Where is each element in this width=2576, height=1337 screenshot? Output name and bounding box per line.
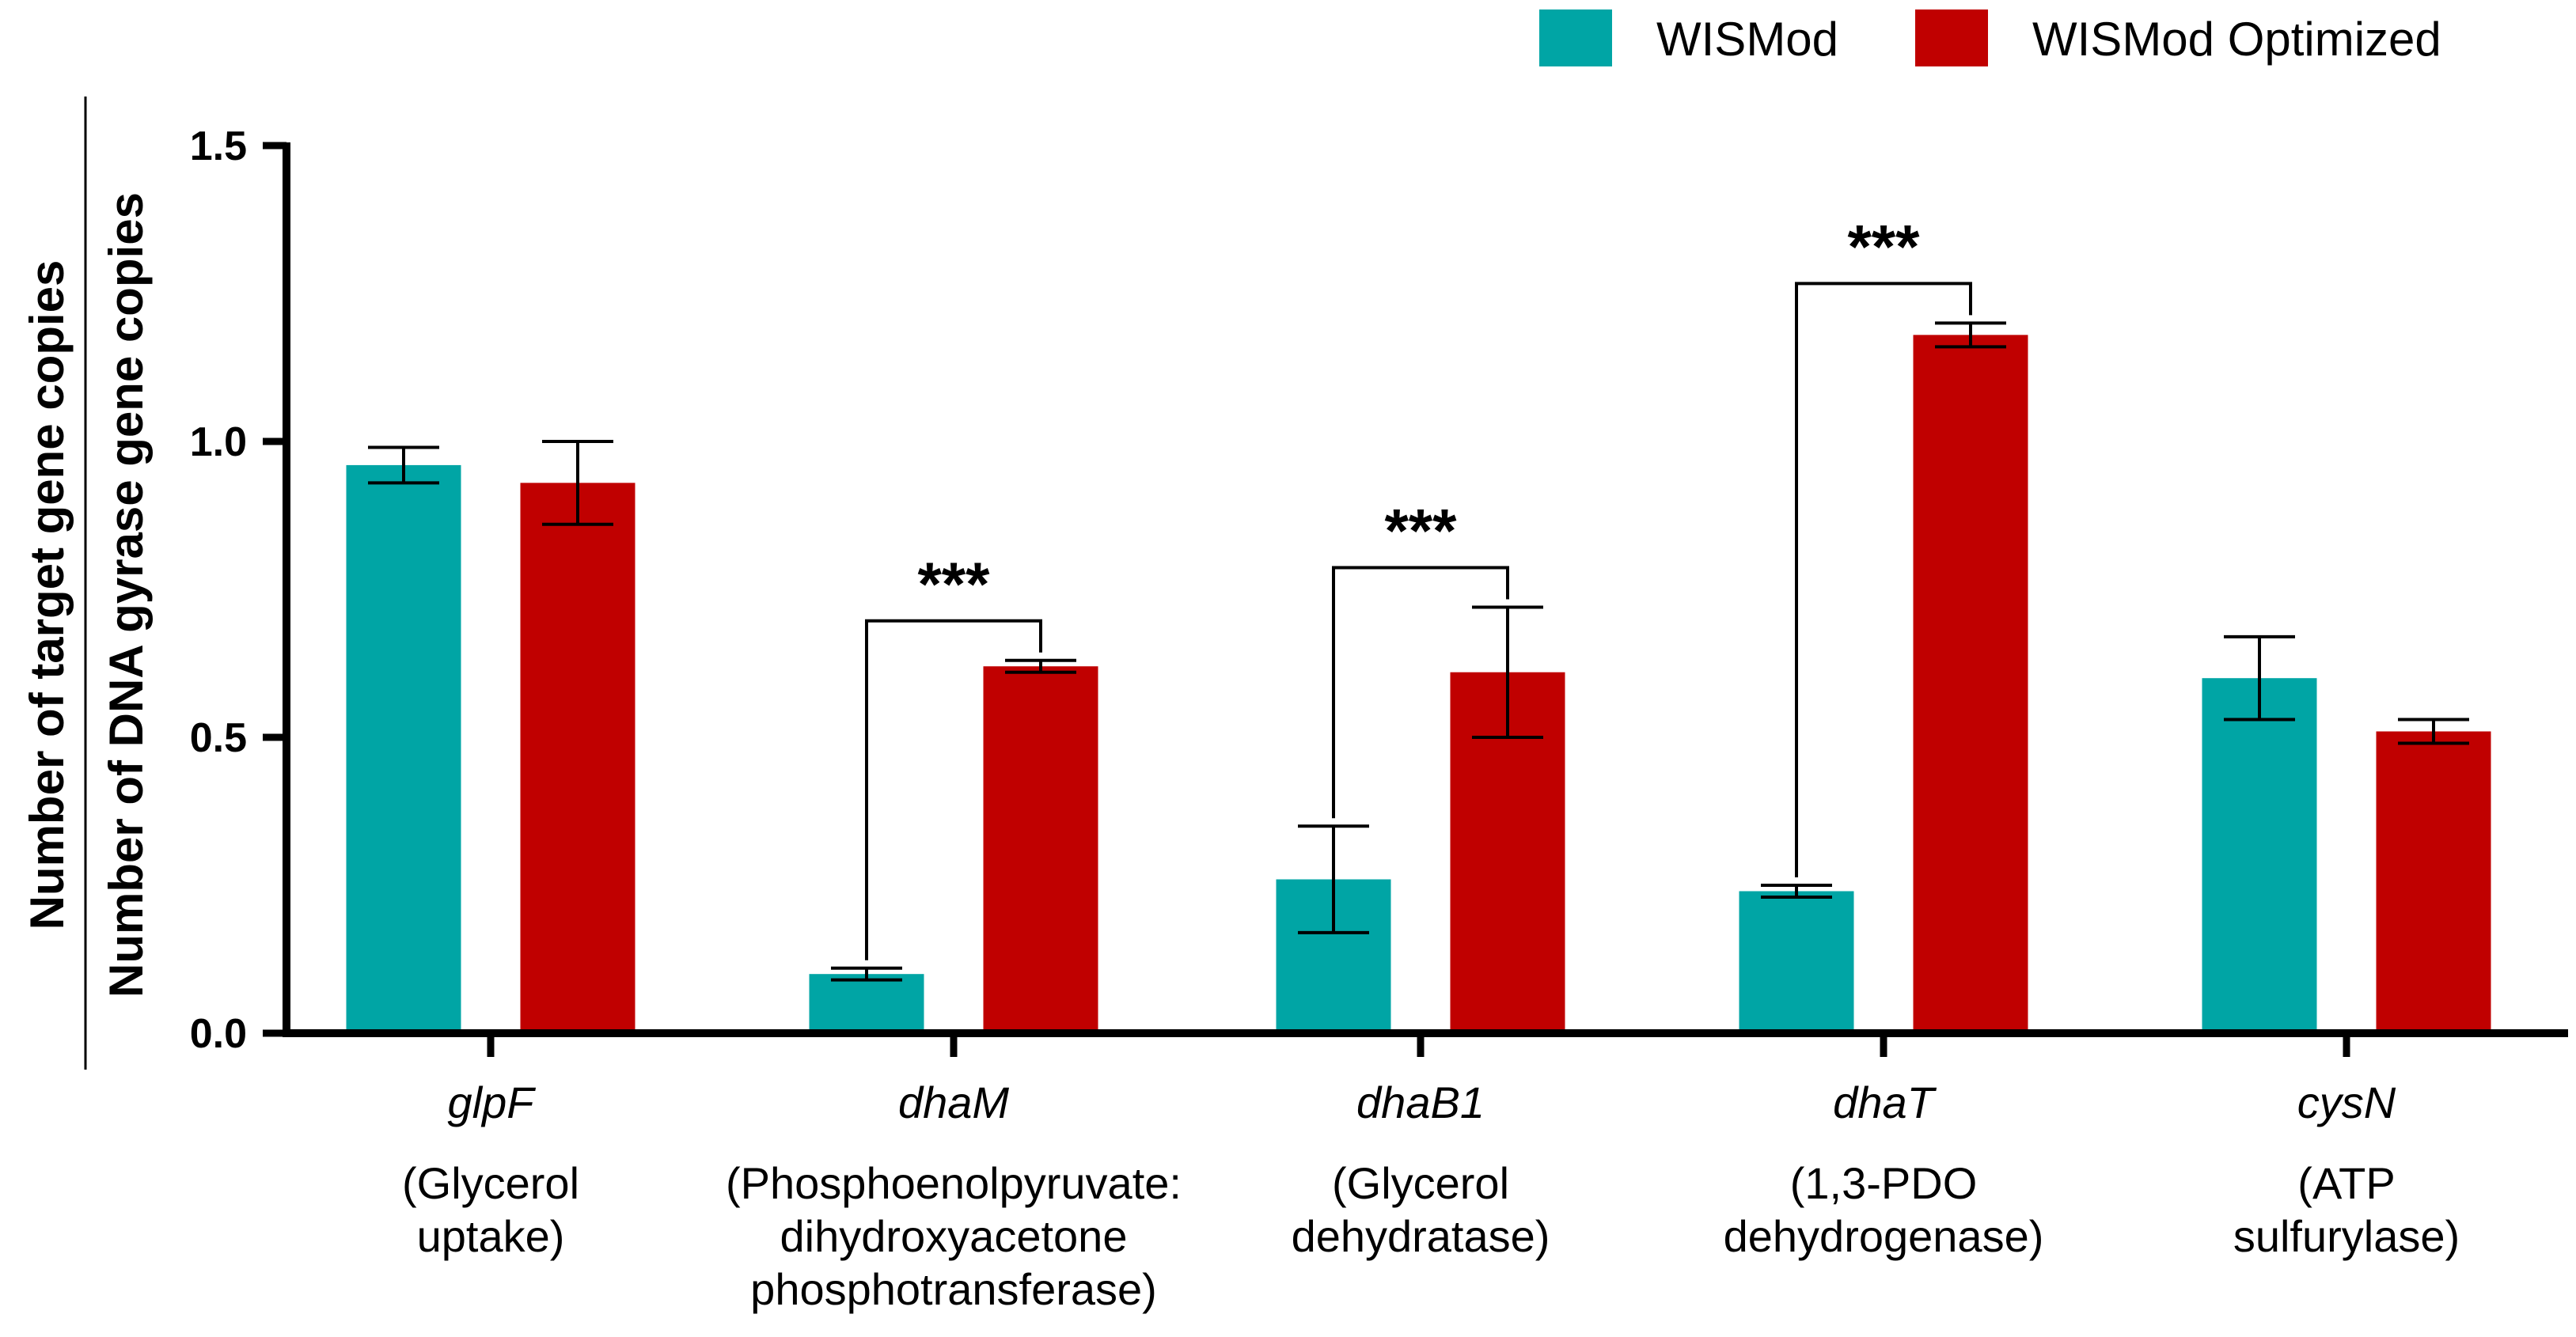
bar (1739, 891, 1854, 1033)
x-tick-label-gene: dhaT (1833, 1078, 1937, 1127)
legend-label: WISMod (1656, 13, 1838, 66)
legend: WISMod WISMod Optimized (1539, 9, 2441, 66)
legend-swatch (1915, 9, 1988, 66)
significance-label: *** (1384, 495, 1457, 565)
x-tick-label-description: (ATP (2297, 1158, 2395, 1208)
y-axis: 0.0 0.5 1.0 1.5 (190, 123, 290, 1057)
y-axis-label-denominator: Number of DNA gyrase gene copies (100, 192, 153, 998)
x-tick-label-description: dehydratase) (1292, 1211, 1550, 1261)
legend-swatch (1539, 9, 1612, 66)
bar (809, 974, 924, 1033)
x-tick-label-gene: cysN (2297, 1078, 2396, 1127)
x-tick-label-description: phosphotransferase) (750, 1264, 1157, 1314)
legend-label: WISMod Optimized (2032, 13, 2441, 66)
significance-label: *** (1847, 211, 1920, 281)
bar (1913, 335, 2028, 1033)
error-bars (368, 321, 2469, 982)
bars (346, 335, 2491, 1033)
x-tick-label-description: (Phosphoenolpyruvate: (726, 1158, 1182, 1208)
x-tick-label-gene: dhaB1 (1356, 1078, 1485, 1127)
y-tick-label: 0.0 (190, 1011, 247, 1057)
y-axis-label-numerator: Number of target gene copies (21, 260, 74, 930)
x-tick-label-description: (Glycerol (402, 1158, 579, 1208)
significance-bracket (1332, 566, 1509, 819)
y-tick-label: 1.0 (190, 419, 247, 465)
bar (346, 464, 461, 1033)
x-tick-label-description: sulfurylase) (2233, 1211, 2460, 1261)
bar (983, 666, 1098, 1033)
significance-bracket (1795, 282, 1972, 877)
y-tick-label: 1.5 (190, 123, 247, 169)
x-axis: glpF(Glyceroluptake)dhaM(Phosphoenolpyru… (283, 1029, 2568, 1314)
bar (2376, 731, 2491, 1033)
x-tick-label-description: (Glycerol (1332, 1158, 1509, 1208)
x-tick-label-gene: glpF (448, 1078, 537, 1127)
significance-brackets: *** *** *** (865, 211, 1972, 960)
bar (520, 483, 635, 1033)
significance-bracket (865, 619, 1042, 960)
x-tick-label-gene: dhaM (898, 1078, 1009, 1127)
x-tick-label-description: dehydrogenase) (1724, 1211, 2044, 1261)
x-tick-label-description: dihydroxyacetone (780, 1211, 1128, 1261)
bar (2202, 678, 2317, 1033)
y-tick-label: 0.5 (190, 715, 247, 761)
significance-label: *** (917, 549, 990, 619)
y-axis-label: Number of target gene copies Number of D… (21, 97, 153, 1070)
x-tick-label-description: (1,3-PDO (1790, 1158, 1978, 1208)
x-tick-label-description: uptake) (417, 1211, 565, 1261)
